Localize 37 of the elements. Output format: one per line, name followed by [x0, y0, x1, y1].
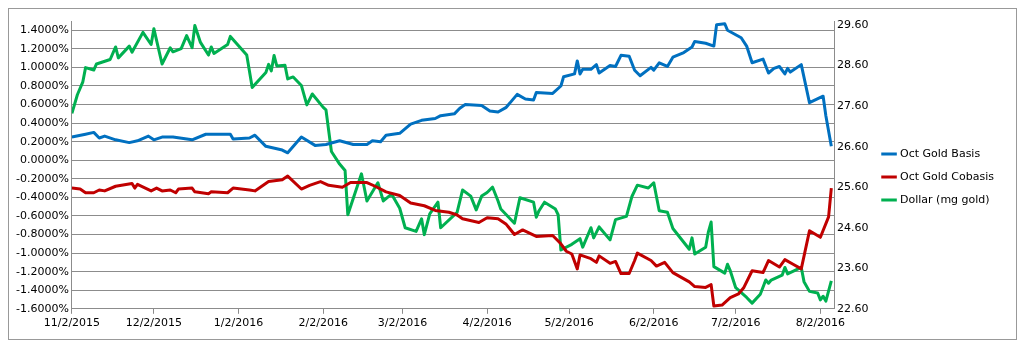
y2-tick-label: 24.60 [837, 220, 869, 234]
y2-tick-label: 28.60 [837, 58, 869, 72]
y2-tick-label: 27.60 [837, 98, 869, 112]
y-tick-label: -1.2000% [15, 264, 69, 278]
x-tick-label: 1/2/2016 [213, 316, 264, 330]
y2-tick-label: 25.60 [837, 180, 869, 194]
y2-tick-label: 26.60 [837, 139, 869, 153]
y-tick-label: 1.0000% [19, 60, 69, 74]
y-tick-label: -0.4000% [15, 190, 69, 204]
y-tick-label: -1.4000% [15, 283, 69, 297]
y-tick-label: 0.2000% [19, 134, 69, 148]
y2-tick-label: 22.60 [837, 301, 869, 315]
y-tick-label: -1.6000% [15, 301, 69, 315]
y2-tick-label: 29.60 [837, 17, 869, 31]
x-tick-label: 3/2/2016 [377, 316, 428, 330]
y-tick-label: -0.2000% [15, 171, 69, 185]
y-tick-label: 0.6000% [19, 97, 69, 111]
y-tick-label: -0.8000% [15, 227, 69, 241]
y2-tick-label: 23.60 [837, 261, 869, 275]
y-tick-label: 1.4000% [19, 23, 69, 37]
y-tick-label: -1.0000% [15, 245, 69, 259]
x-tick-label: 2/2/2016 [298, 316, 348, 330]
x-tick-label: 6/2/2016 [629, 316, 679, 330]
x-tick-label: 7/2/2016 [711, 316, 761, 330]
y-tick-label: 0.8000% [19, 78, 69, 92]
x-tick-label: 5/2/2016 [544, 316, 594, 330]
y-tick-label: 0.4000% [19, 115, 69, 129]
x-tick-label: 11/2/2015 [43, 316, 101, 330]
x-tick-label: 12/2/2015 [125, 316, 183, 330]
x-tick-label: 4/2/2016 [462, 316, 512, 330]
legend-label: Oct Gold Basis [900, 146, 981, 160]
y-tick-label: -0.6000% [15, 208, 69, 222]
y-tick-label: 1.2000% [19, 41, 69, 55]
x-tick-label: 8/2/2016 [795, 316, 846, 330]
legend-label: Dollar (mg gold) [900, 192, 990, 206]
legend-label: Oct Gold Cobasis [900, 169, 995, 183]
y-tick-label: 0.0000% [19, 153, 69, 167]
